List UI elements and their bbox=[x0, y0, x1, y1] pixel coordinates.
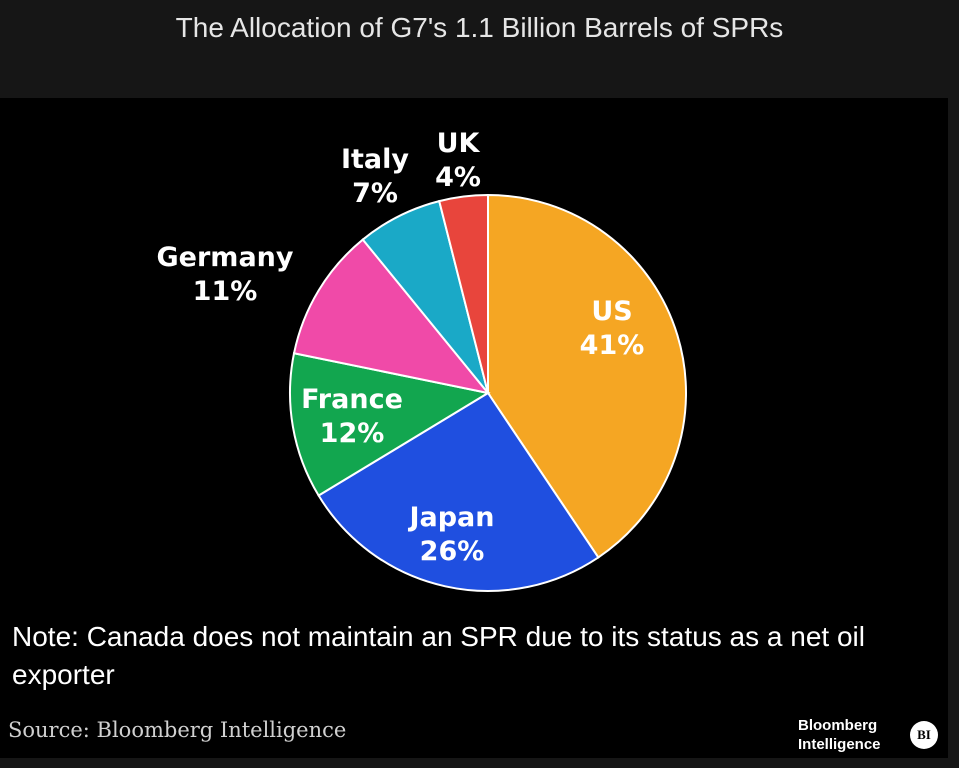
brand-line-1: Bloomberg bbox=[798, 717, 878, 734]
brand-line-2: Intelligence bbox=[798, 736, 881, 753]
slice-label-italy: Italy bbox=[341, 144, 409, 175]
bi-badge-icon: BI bbox=[910, 721, 938, 749]
brand-logo: Bloomberg Intelligence bbox=[798, 716, 881, 754]
slice-label-france: France bbox=[301, 384, 403, 415]
pie-slice-japan bbox=[317, 391, 600, 592]
slice-value-france: 12% bbox=[320, 418, 385, 449]
pie-slice-us bbox=[487, 193, 687, 559]
chart-note: Note: Canada does not maintain an SPR du… bbox=[12, 621, 865, 690]
slice-label-us: US bbox=[591, 296, 632, 327]
pie-slice-france bbox=[289, 352, 491, 497]
slice-value-italy: 7% bbox=[352, 178, 398, 209]
slice-value-uk: 4% bbox=[435, 162, 481, 193]
slice-value-us: 41% bbox=[580, 330, 645, 361]
pie-slice-uk bbox=[438, 193, 489, 394]
slice-label-uk: UK bbox=[437, 128, 481, 159]
pie-slice-germany bbox=[292, 238, 491, 395]
chart-title: The Allocation of G7's 1.1 Billion Barre… bbox=[175, 12, 784, 43]
slice-label-japan: Japan bbox=[407, 502, 494, 533]
slice-label-germany: Germany bbox=[157, 242, 294, 273]
slice-value-japan: 26% bbox=[420, 536, 485, 567]
chart-panel: US 41% Japan 26% France 12% Germany 11% Italy 7% U… bbox=[0, 98, 948, 758]
slice-value-germany: 11% bbox=[193, 276, 258, 307]
source-text: Source: Bloomberg Intelligence bbox=[8, 718, 347, 742]
